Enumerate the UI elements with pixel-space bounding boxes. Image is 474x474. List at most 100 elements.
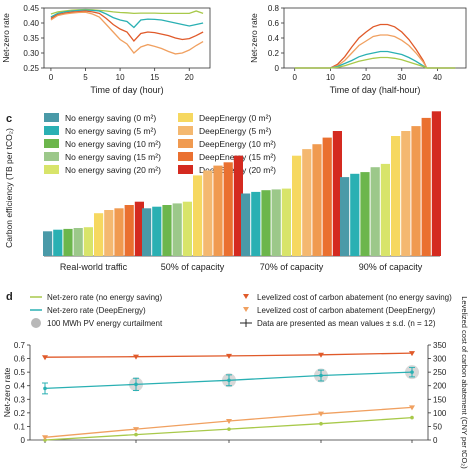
panel-d-point-triangle <box>409 405 415 411</box>
panel-d-point <box>319 421 323 426</box>
panel-c-bar <box>271 189 281 256</box>
panel-d-point <box>319 373 323 378</box>
panel-c-bar <box>172 203 182 256</box>
panel-b-chart: 0 0.2 0.4 0.6 0.8 0 10 20 30 40 Time of day (half-… <box>249 4 467 95</box>
panel-c-legend-label: DeepEnergy (10 m²) <box>199 139 276 149</box>
panel-a-ytick-label: 0.45 <box>23 4 39 13</box>
panel-letter-c: c <box>6 113 12 125</box>
panel-c-bar <box>193 175 203 256</box>
panel-c-bar <box>302 149 312 256</box>
panel-c-bar <box>411 126 421 256</box>
panel-b-series-line <box>294 50 456 69</box>
panel-b-ytick-label: 0.2 <box>268 49 280 58</box>
panel-a-ytick-label: 0.40 <box>23 19 39 28</box>
panel-c-category-label: 70% of capacity <box>260 262 324 272</box>
panel-d-ytick-right-label: 300 <box>433 355 447 364</box>
panel-c-chart: No energy saving (0 m²) No energy saving … <box>4 111 441 272</box>
panel-c-bar <box>261 190 271 256</box>
panel-c-bar <box>350 173 360 256</box>
panel-c-legend-label: DeepEnergy (0 m²) <box>199 113 271 123</box>
panel-b-xlabel: Time of day (half-hour) <box>330 85 421 95</box>
panel-d-legend-label: Net-zero rate (no energy saving) <box>47 293 163 302</box>
panel-b-ytick-label: 0 <box>275 64 280 73</box>
panel-c-legend-swatch <box>178 152 193 161</box>
panel-c-legend-swatch <box>178 139 193 148</box>
panel-a-xlabel: Time of day (hour) <box>90 85 163 95</box>
panel-c-bar <box>73 228 83 256</box>
panel-a-series-line <box>50 8 204 15</box>
panel-d-point-triangle <box>226 419 232 424</box>
panel-c-bar <box>182 201 192 256</box>
panel-a-chart: 0.25 0.30 0.35 0.40 0.45 0 5 10 15 20 Time of day … <box>1 4 211 95</box>
panel-d-legend-label: Net-zero rate (DeepEnergy) <box>47 306 146 315</box>
panel-d-chart: Net-zero rate (no energy saving) Net-zero… <box>2 293 469 469</box>
panel-b-ytick-label: 0.4 <box>268 34 280 43</box>
panel-c-category-label: 90% of capacity <box>359 262 423 272</box>
panel-c-bar <box>104 210 114 256</box>
panel-c-bar <box>124 205 134 256</box>
panel-d-point <box>134 382 138 387</box>
panel-c-bar <box>401 131 411 256</box>
panel-c-bar <box>370 167 380 256</box>
panel-d-legend-triangle <box>243 294 249 299</box>
panel-b-xtick-label: 20 <box>362 73 371 82</box>
panel-a-ytick-label: 0.35 <box>23 34 39 43</box>
panel-d-point-triangle <box>409 351 415 357</box>
panel-c-bar <box>360 172 370 256</box>
panel-d-ytick-label: 0.4 <box>14 382 26 391</box>
panel-c-legend-swatch <box>44 126 59 135</box>
panel-d-point-triangle <box>318 411 324 417</box>
panel-c-bar <box>292 155 302 256</box>
panel-d-point <box>227 378 231 383</box>
panel-c-bar <box>152 206 162 256</box>
panel-b-series-line <box>294 23 456 69</box>
panel-a-xtick-label: 15 <box>150 73 159 82</box>
panel-d-legend-triangle <box>243 307 249 312</box>
panel-d-ytick-right-label: 0 <box>433 436 438 445</box>
panel-c-legend-label: No energy saving (15 m²) <box>65 152 161 162</box>
panel-d-ytick-right-label: 50 <box>433 422 442 431</box>
panel-d-ytick-right-label: 350 <box>433 341 447 350</box>
panel-c-legend-label: No energy saving (20 m²) <box>65 165 161 175</box>
panel-c-bar <box>281 188 291 256</box>
panel-c-bar <box>203 170 213 256</box>
panel-d-point-triangle <box>133 427 139 433</box>
panel-d-point-triangle <box>133 354 139 360</box>
panel-a-xtick-label: 20 <box>185 73 194 82</box>
panel-d-point <box>227 427 231 431</box>
panel-c-bar <box>94 213 104 256</box>
panel-d-point-triangle <box>226 353 232 359</box>
panel-d-ytick-right-label: 250 <box>433 368 447 377</box>
panel-d-point <box>410 370 414 374</box>
panel-d-ytick-right-label: 150 <box>433 395 447 404</box>
panel-a-ylabel: Net-zero rate <box>1 13 11 63</box>
panel-c-bar <box>223 162 233 256</box>
panel-c-legend-swatch <box>44 152 59 161</box>
panel-c-bar <box>53 229 63 256</box>
panel-a-xtick-label: 10 <box>116 73 125 82</box>
panel-d-ytick-label: 0.3 <box>14 395 26 404</box>
panel-a-frame <box>43 7 211 69</box>
panel-d-ytick-label: 0.6 <box>14 355 26 364</box>
panel-d-point-triangle <box>42 355 48 361</box>
panel-b-xtick-label: 30 <box>397 73 406 82</box>
panel-b-ylabel: Net-zero rate <box>249 13 259 63</box>
panel-c-legend-swatch <box>44 165 59 174</box>
panel-c-bar <box>241 193 251 256</box>
panel-c-legend-label: No energy saving (0 m²) <box>65 113 156 123</box>
panel-b-ytick-label: 0.6 <box>268 19 280 28</box>
panel-d-ytick-right-label: 100 <box>433 409 447 418</box>
panel-d-ytick-label: 0.1 <box>14 422 26 431</box>
panel-c-legend-swatch <box>178 113 193 122</box>
panel-c-bar <box>421 117 431 257</box>
panel-c-ylabel: Carbon efficiency (TB per tCO₂) <box>4 128 14 248</box>
panel-a-ytick-label: 0.30 <box>23 49 39 58</box>
panel-d-ylabel: Net-zero rate <box>2 367 12 417</box>
panel-c-bar <box>391 136 401 256</box>
panel-d-ytick-label: 0 <box>21 436 26 445</box>
panel-c-bar <box>251 191 261 256</box>
panel-d-legend-label: 100 MWh PV energy curtailment <box>47 319 163 328</box>
panel-c-legend-label: No energy saving (5 m²) <box>65 126 156 136</box>
panel-d-legend-label: Data are presented as mean values ± s.d.… <box>257 319 436 328</box>
panel-c-category-label: 50% of capacity <box>161 262 225 272</box>
